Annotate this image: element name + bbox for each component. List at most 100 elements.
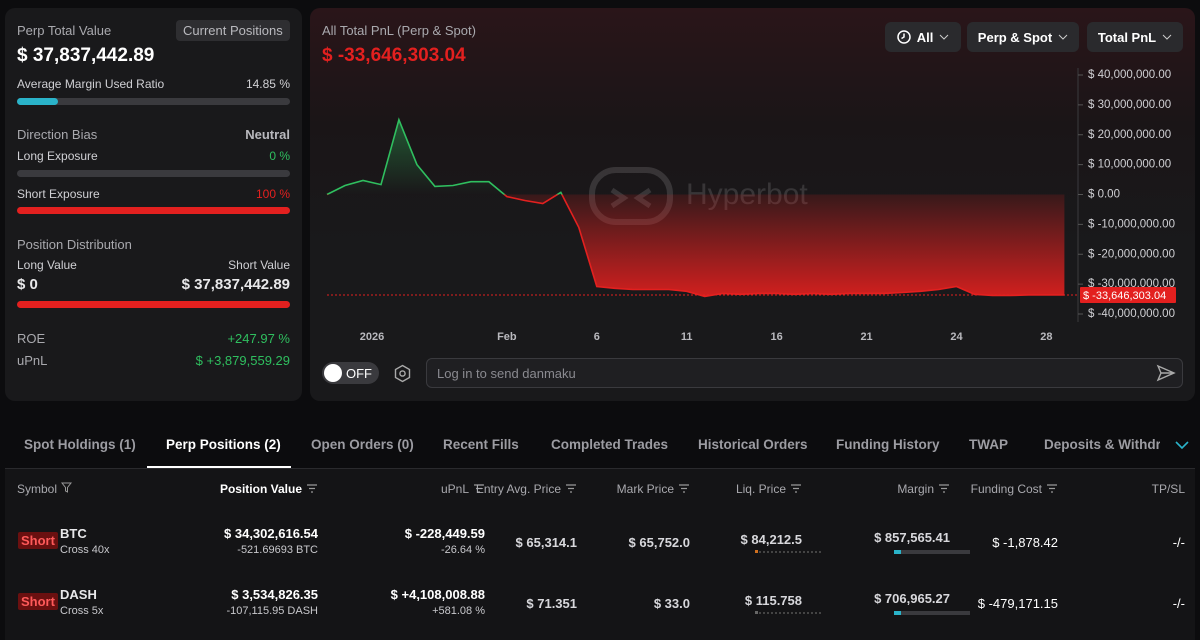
chevron [1058, 34, 1068, 40]
y-tick-label: $ 40,000,000.00 [1088, 69, 1171, 81]
liq-indicator [755, 551, 821, 553]
y-tick-label: $ 10,000,000.00 [1088, 159, 1171, 171]
label: Average Margin Used Ratio [17, 77, 165, 91]
tab[interactable]: TWAP [969, 437, 1008, 452]
leverage: Cross 40x [60, 544, 110, 556]
sort-icon[interactable] [1046, 484, 1058, 493]
filter-icon[interactable] [60, 482, 73, 493]
margin-track [894, 550, 970, 554]
y-tick-label: $ 20,000,000.00 [1088, 129, 1171, 141]
side-badge: Short [18, 593, 58, 610]
column-header: Entry Avg. Price [476, 482, 577, 496]
column-header-text: Funding Cost [970, 482, 1042, 496]
value: 0 % [269, 149, 290, 163]
progress-track [17, 98, 290, 105]
column-header: Mark Price [617, 482, 690, 496]
liq-indicator-fill [755, 611, 758, 614]
column-header: Liq. Price [736, 482, 802, 496]
value: $ 37,837,442.89 [181, 276, 290, 293]
danmaku-toggle[interactable]: OFF [322, 362, 379, 384]
chart-title: All Total PnL (Perp & Spot) [322, 23, 476, 38]
leverage: Cross 5x [60, 605, 104, 617]
funding-cost: $ -1,878.42 [992, 535, 1058, 550]
send-icon[interactable] [1156, 364, 1176, 382]
tab[interactable]: Funding History [836, 437, 940, 452]
tab[interactable]: Historical Orders [698, 437, 808, 452]
progress-fill [17, 207, 290, 214]
label: Long Exposure [17, 149, 98, 163]
column-header-text: Entry Avg. Price [475, 482, 561, 496]
tab[interactable]: Spot Holdings (1) [24, 437, 136, 452]
column-header: uPnL [441, 482, 485, 496]
column-header-text: Margin [897, 482, 934, 496]
column-header-text: Position Value [219, 482, 302, 496]
sort-icon[interactable] [790, 484, 802, 493]
liq-indicator-fill [755, 550, 758, 553]
pnl-chart: Hyperbot $ 40,000,000.00$ 30,000,000.00$… [326, 68, 1176, 343]
symbol: BTC [60, 526, 87, 541]
sort-icon[interactable] [473, 484, 485, 493]
toggle-label: OFF [346, 366, 372, 381]
label: Position Distribution [17, 237, 132, 252]
tab[interactable]: Deposits & Withdraw [1044, 437, 1160, 452]
tab[interactable]: Perp Positions (2) [166, 437, 281, 452]
label: Perp Total Value [17, 23, 112, 38]
label: uPnL [17, 353, 48, 368]
margin: $ 706,965.27 [874, 591, 950, 606]
progress-track [17, 170, 290, 177]
summary-panel [5, 8, 302, 401]
y-tick-label: $ -20,000,000.00 [1088, 248, 1175, 260]
column-header: Symbol [17, 482, 73, 496]
label: Short Value [228, 258, 290, 272]
tp-sl: -/- [1172, 535, 1185, 550]
scope-filter[interactable]: Perp & Spot [967, 22, 1079, 52]
value: $ +3,879,559.29 [195, 353, 290, 368]
line [326, 117, 1065, 298]
mark-price: $ 33.0 [653, 596, 690, 611]
margin-fill [894, 611, 901, 615]
divider [5, 468, 1195, 469]
settings-icon[interactable] [393, 364, 412, 383]
sort-icon[interactable] [565, 484, 577, 493]
chart-value: $ -33,646,303.04 [322, 45, 466, 66]
expand-icon[interactable] [1175, 441, 1189, 450]
liq-price: $ 115.758 [744, 593, 802, 608]
progress-fill [17, 301, 290, 308]
table-bg [5, 468, 1195, 640]
perp-total-value: $ 37,837,442.89 [17, 45, 155, 66]
sort-icon[interactable] [306, 484, 318, 493]
funding-cost: $ -479,171.15 [977, 596, 1058, 611]
entry-price: $ 65,314.1 [515, 535, 577, 550]
current-value-badge [1080, 287, 1176, 304]
value: 100 % [255, 187, 290, 201]
y-tick-label: $ 30,000,000.00 [1088, 99, 1171, 111]
mark-price: $ 65,752.0 [628, 535, 690, 550]
column-header: TP/SL [1152, 482, 1185, 496]
sort-icon[interactable] [938, 484, 950, 493]
x-tick-label: Feb [497, 331, 517, 343]
column-header: Margin [897, 482, 950, 496]
y-tick-label: $ -40,000,000.00 [1088, 308, 1175, 320]
position-value: $ 3,534,826.35 [231, 587, 318, 602]
sort-icon[interactable] [678, 484, 690, 493]
size: -521.69693 BTC [237, 544, 318, 556]
symbol: DASH [60, 587, 97, 602]
current-value-label: $ -33,646,303.04 [1083, 290, 1166, 302]
x-tick-label: 11 [681, 331, 693, 343]
progress-fill [17, 98, 58, 105]
tab[interactable]: Completed Trades [551, 437, 669, 452]
tab[interactable]: Recent Fills [443, 437, 519, 452]
area [327, 119, 1065, 297]
current-positions-button[interactable]: Current Positions [176, 20, 290, 41]
label: Short Exposure [17, 187, 100, 201]
label: Direction Bias [17, 127, 98, 142]
liq-indicator [755, 612, 821, 614]
tab[interactable]: Open Orders (0) [311, 437, 414, 452]
upnl-pct: -26.64 % [440, 544, 485, 556]
metric-filter[interactable]: Total PnL [1087, 22, 1183, 52]
range-filter[interactable]: All [885, 22, 961, 52]
danmaku-input[interactable]: Log in to send danmaku [426, 358, 1183, 388]
column-header: Position Value [220, 482, 318, 496]
upnl-pct: +581.08 % [432, 605, 485, 617]
